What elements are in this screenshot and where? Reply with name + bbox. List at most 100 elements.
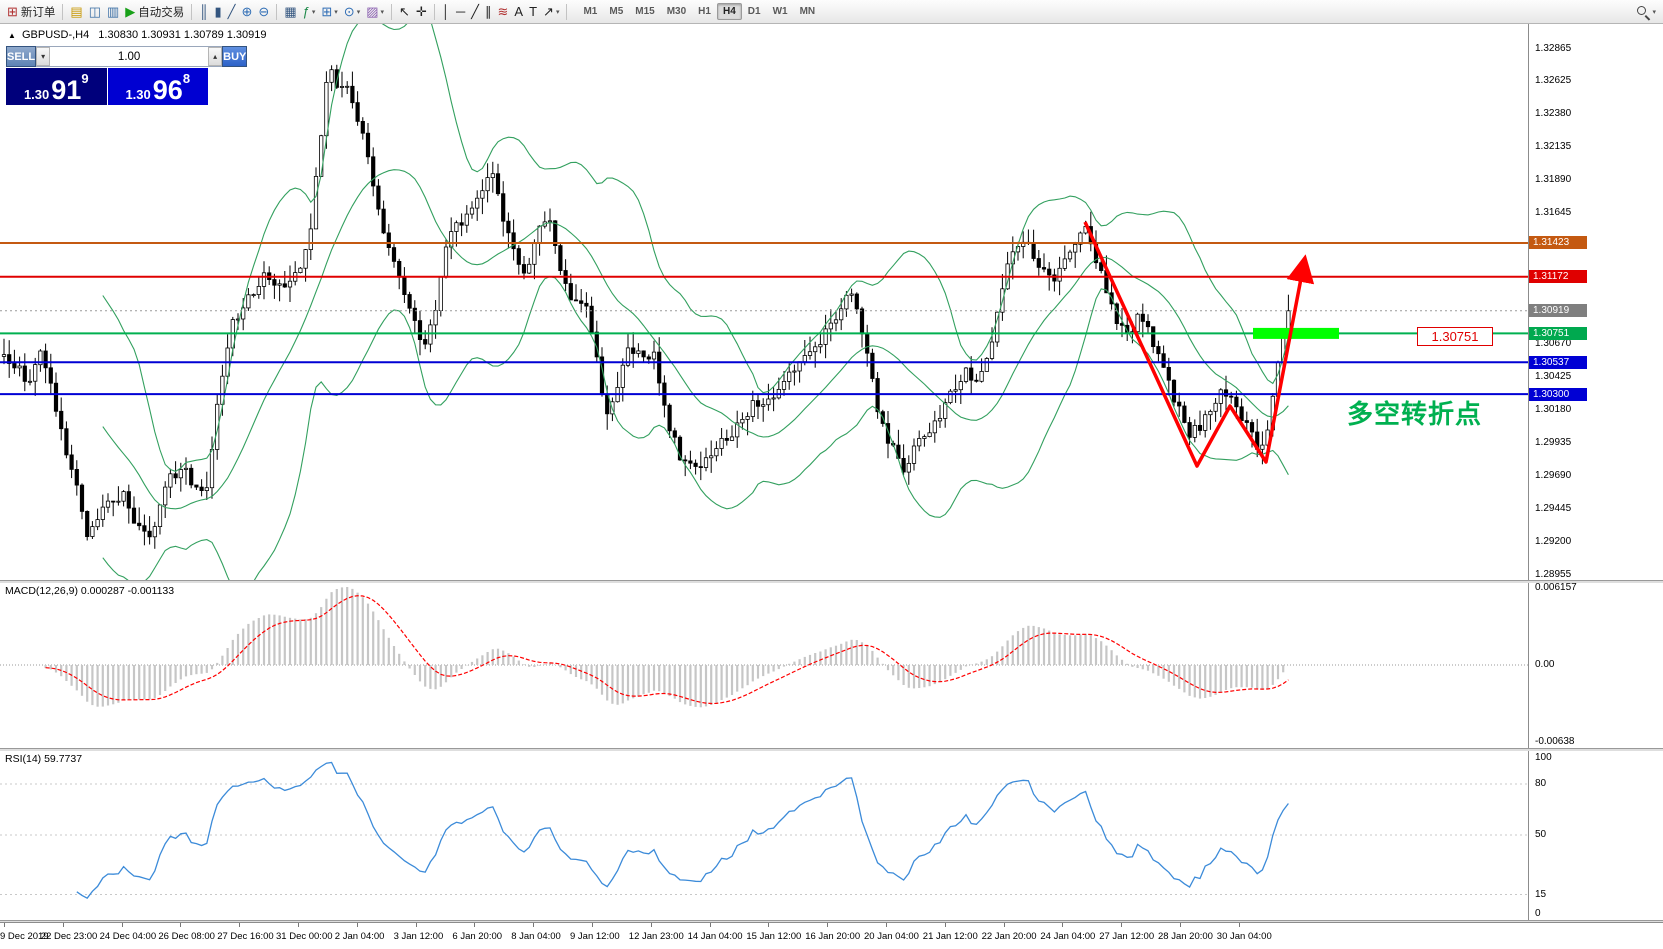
- time-axis-label: 24 Jan 04:00: [1040, 931, 1096, 942]
- timeframe-m5[interactable]: M5: [609, 6, 624, 17]
- zoom-in-icon[interactable]: ⊕: [239, 2, 256, 22]
- crosshair-icon[interactable]: ✛: [413, 2, 430, 22]
- macd-scale-label: -0.00638: [1535, 736, 1575, 747]
- bar-chart-icon[interactable]: ║: [196, 2, 211, 22]
- price-scale-label: 1.31645: [1535, 207, 1572, 219]
- timeframe-d1[interactable]: D1: [747, 6, 761, 17]
- price-scale-label: 1.29935: [1535, 437, 1572, 449]
- candlestick-chart-icon[interactable]: ▮: [212, 2, 225, 22]
- toolbar-separator: [62, 3, 64, 20]
- rsi-indicator-label: RSI(14) 59.7737: [5, 753, 83, 765]
- timeframe-h4[interactable]: H4: [716, 3, 742, 20]
- search-symbol-button[interactable]: ▾: [1633, 2, 1659, 22]
- new-order-button-label: 新订单: [20, 6, 56, 19]
- time-axis-tick: [1121, 923, 1123, 927]
- time-axis-label: 8 Jan 04:00: [511, 931, 561, 942]
- time-axis-tick: [944, 923, 946, 927]
- line-chart-icon[interactable]: ╱: [225, 2, 239, 22]
- macd-pane[interactable]: [0, 587, 1528, 708]
- new-chart-icon[interactable]: ⊞ ▾: [318, 2, 340, 22]
- timeframe-m15[interactable]: M15: [635, 6, 655, 17]
- toolbar-separator: [391, 3, 393, 20]
- price-scale-label: 1.32625: [1535, 75, 1572, 87]
- new-order-button[interactable]: ⊞ 新订单: [4, 2, 58, 22]
- ask-price-display[interactable]: 1.30 96 8: [107, 68, 208, 105]
- trendline-icon[interactable]: ╱: [468, 2, 482, 22]
- price-scale-badge: 1.30751: [1529, 326, 1587, 340]
- symbol-ohlc-values: 1.30830 1.30931 1.30789 1.30919: [98, 29, 267, 41]
- channel-icon: ∥: [485, 4, 492, 19]
- symbol-marker-icon: ▲: [8, 31, 16, 40]
- time-axis-tick: [1062, 923, 1064, 927]
- time-axis-label: 2 Jan 04:00: [334, 931, 385, 942]
- volume-decrease-button[interactable]: ▾: [36, 47, 51, 66]
- periods-icon[interactable]: ⊙ ▾: [341, 2, 363, 22]
- timeframe-m30[interactable]: M30: [666, 6, 687, 17]
- candlestick-chart-icon: ▮: [214, 4, 222, 19]
- price-callout-label[interactable]: 1.30751: [1417, 327, 1493, 346]
- profiles-icon[interactable]: ◫: [86, 2, 104, 22]
- price-scale-label: 1.30180: [1535, 404, 1572, 416]
- pane-separator[interactable]: [0, 748, 1663, 751]
- tile-windows-icon[interactable]: ▦: [281, 2, 299, 22]
- time-axis-label: 28 Jan 20:00: [1158, 931, 1213, 942]
- timeframe-w1[interactable]: W1: [772, 6, 788, 17]
- volume-increase-button[interactable]: ▴: [208, 47, 223, 66]
- time-axis-label: 26 Dec 08:00: [158, 931, 215, 942]
- text-icon[interactable]: A: [511, 2, 526, 22]
- annotation-layer[interactable]: [1083, 221, 1315, 468]
- time-axis-tick: [239, 923, 241, 927]
- zoom-out-icon[interactable]: ⊖: [255, 2, 272, 22]
- vertical-line-icon[interactable]: │: [439, 2, 453, 22]
- templates-icon[interactable]: ▨ ▾: [363, 2, 387, 22]
- time-axis-label: 12 Jan 23:00: [628, 931, 684, 942]
- market-watch-icon[interactable]: ▥: [104, 2, 122, 22]
- horizontal-line-icon[interactable]: ─: [453, 2, 468, 22]
- bid-price-display[interactable]: 1.30 91 9: [6, 68, 107, 105]
- price-scale-label: 1.32380: [1535, 108, 1572, 120]
- price-chart-canvas[interactable]: [0, 24, 1528, 949]
- dropdown-caret-icon: ▾: [555, 8, 560, 16]
- main-price-pane[interactable]: [0, 24, 1528, 592]
- time-axis-tick: [768, 923, 770, 927]
- price-scale-label: 1.32135: [1535, 141, 1572, 153]
- autotrade-button[interactable]: ▶ 自动交易: [122, 2, 187, 22]
- tile-windows-icon: ▦: [284, 4, 297, 19]
- time-axis-label: 14 Jan 04:00: [687, 931, 743, 942]
- volume-input[interactable]: [50, 47, 209, 66]
- charts-folder-icon[interactable]: ▤: [67, 2, 85, 22]
- trendline-icon: ╱: [471, 4, 479, 19]
- label-icon[interactable]: T: [526, 2, 540, 22]
- new-chart-icon: ⊞: [321, 4, 333, 19]
- rsi-pane[interactable]: [0, 761, 1528, 900]
- time-axis-label: 21 Jan 12:00: [922, 931, 978, 942]
- timeframe-switcher: M1 M5 M15 M30 H1 H4 D1 W1 MN: [577, 3, 821, 20]
- templates-icon: ▨: [366, 4, 379, 19]
- price-scale-badge: 1.31172: [1529, 270, 1587, 284]
- vertical-line-icon: │: [441, 4, 450, 19]
- toolbar-separator: [276, 3, 278, 20]
- cursor-icon[interactable]: ↖: [396, 2, 413, 22]
- timeframe-m1[interactable]: M1: [583, 6, 598, 17]
- new-order-icon: ⊞: [7, 4, 18, 19]
- indicators-icon[interactable]: ƒ ▾: [300, 2, 319, 22]
- channel-icon[interactable]: ∥: [482, 2, 495, 22]
- timeframe-mn[interactable]: MN: [799, 6, 816, 17]
- sell-button[interactable]: SELL: [6, 46, 37, 67]
- price-scale: 1.32865 1.32625 1.32380 1.32135 1.31890 1.316…: [1528, 24, 1663, 922]
- fibonacci-icon[interactable]: ≋: [495, 2, 512, 22]
- macd-scale-label: 0.006157: [1535, 582, 1577, 593]
- pane-separator[interactable]: [0, 580, 1663, 583]
- rsi-scale-label: 0: [1535, 908, 1541, 919]
- price-scale-label: 1.31890: [1535, 174, 1572, 186]
- price-scale-label: 1.29200: [1535, 536, 1572, 548]
- market-watch-icon: ▥: [107, 4, 120, 19]
- timeframe-h1[interactable]: H1: [698, 6, 711, 17]
- buy-button[interactable]: BUY: [222, 46, 248, 67]
- label-icon: T: [529, 4, 538, 19]
- turning-point-annotation[interactable]: 多空转折点: [1347, 399, 1483, 429]
- arrows-icon[interactable]: ↗ ▾: [540, 2, 562, 22]
- pane-separator[interactable]: [0, 920, 1663, 923]
- price-scale-label: 1.32865: [1535, 43, 1572, 54]
